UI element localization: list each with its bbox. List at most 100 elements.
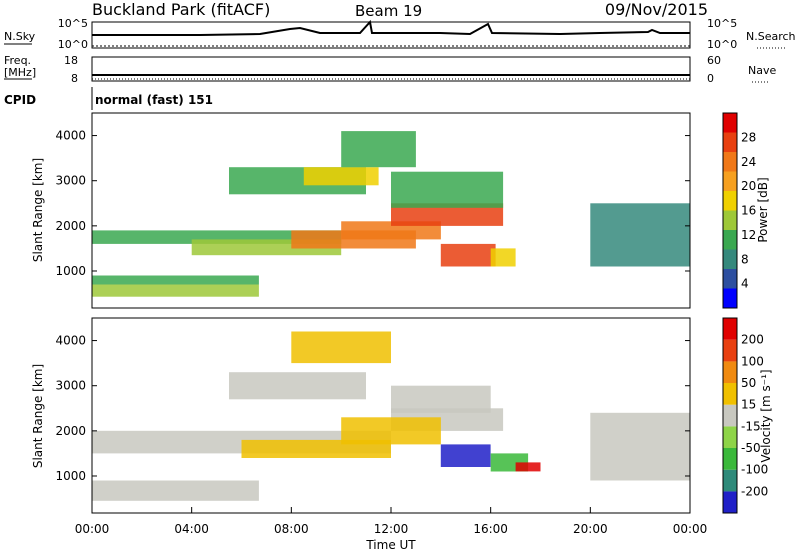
velocity-colorbar-tick-1: 100 <box>741 354 764 368</box>
velocity-y-ticks: 1000 2000 3000 4000 <box>55 334 690 483</box>
velocity-colorbar-tick-6: -100 <box>741 463 768 477</box>
frequency-panel: Freq. [MHz] 18 8 60 0 Nave <box>4 54 776 85</box>
power-ytick-label-2: 3000 <box>55 174 86 188</box>
power-ytick-label-0: 1000 <box>55 264 86 278</box>
power-region-0 <box>92 275 259 285</box>
power-colorbar-swatch-7 <box>723 152 737 172</box>
velocity-ytick-label-1: 2000 <box>55 424 86 438</box>
power-colorbar-tick-4: 20 <box>741 179 756 193</box>
power-ylabel: Slant Range [km] <box>31 158 45 262</box>
cpid-label: CPID <box>4 93 36 107</box>
velocity-region-2 <box>241 439 391 458</box>
power-region-1 <box>92 284 259 297</box>
velocity-colorbar-swatch-2 <box>723 448 737 470</box>
velocity-region-9 <box>291 331 391 364</box>
power-region-10 <box>303 167 379 186</box>
noise-right-label: N.Search <box>746 30 796 43</box>
velocity-region-7 <box>515 462 541 472</box>
velocity-region-0 <box>92 480 259 501</box>
power-colorbar-swatch-4 <box>723 210 737 230</box>
velocity-ytick-label-0: 1000 <box>55 469 86 483</box>
freq-left-tick-top: 18 <box>64 54 78 67</box>
velocity-data-regions <box>92 331 690 501</box>
power-colorbar-label: Power [dB] <box>756 177 770 242</box>
time-xtick-label-0: 00:00 <box>75 522 110 536</box>
power-colorbar-swatch-9 <box>723 113 737 133</box>
time-xtick-label-3: 12:00 <box>374 522 409 536</box>
velocity-colorbar-tick-5: -50 <box>741 441 761 455</box>
velocity-colorbar-tick-3: 15 <box>741 398 756 412</box>
power-colorbar-tick-5: 24 <box>741 155 756 169</box>
noise-left-tick-top: 10^5 <box>58 17 88 30</box>
power-colorbar-swatch-1 <box>723 269 737 289</box>
power-colorbar-swatch-6 <box>723 171 737 191</box>
power-colorbar-swatch-2 <box>723 249 737 269</box>
velocity-colorbar-swatch-3 <box>723 426 737 448</box>
power-colorbar-swatch-8 <box>723 132 737 152</box>
power-colorbar-swatch-0 <box>723 288 737 308</box>
power-colorbar-swatch-5 <box>723 191 737 211</box>
velocity-colorbar-label: Velocity [m s⁻¹] <box>759 369 773 462</box>
power-colorbar-tick-2: 12 <box>741 228 756 242</box>
velocity-ytick-label-3: 4000 <box>55 334 86 348</box>
time-xtick-label-5: 20:00 <box>573 522 608 536</box>
velocity-colorbar-swatch-8 <box>723 318 737 340</box>
noise-right-tick-top: 10^5 <box>707 17 737 30</box>
time-xtick-label-6: 00:00 <box>673 522 708 536</box>
date-label: 09/Nov/2015 <box>605 0 708 19</box>
freq-right-tick-top: 60 <box>707 54 721 67</box>
power-region-7 <box>440 243 496 267</box>
beam-label: Beam 19 <box>355 2 422 20</box>
velocity-region-4 <box>341 417 441 445</box>
noise-left-tick-bottom: 10^0 <box>58 38 88 51</box>
velocity-colorbar-tick-0: 200 <box>741 333 764 347</box>
time-xtick-label-2: 08:00 <box>274 522 309 536</box>
power-region-13 <box>590 203 690 267</box>
noise-sky-trace <box>92 19 690 36</box>
velocity-colorbar-swatch-4 <box>723 404 737 427</box>
power-region-11 <box>341 131 416 168</box>
power-ytick-label-1: 2000 <box>55 219 86 233</box>
velocity-panel: Slant Range [km] 1000 2000 3000 4000 200 100… <box>31 317 773 552</box>
station-title: Buckland Park (fitACF) <box>92 0 270 19</box>
velocity-colorbar: 200 100 50 15 -15 -50 -100 -200 <box>722 317 768 514</box>
power-colorbar-tick-0: 4 <box>741 277 749 291</box>
velocity-colorbar-tick-2: 50 <box>741 376 756 390</box>
power-colorbar-tick-3: 16 <box>741 204 756 218</box>
power-colorbar: 4 8 12 16 20 24 28 <box>722 112 756 309</box>
velocity-region-5 <box>440 444 491 467</box>
freq-label-top: Freq. <box>4 54 31 67</box>
noise-right-tick-bottom: 10^0 <box>707 38 737 51</box>
power-ytick-label-3: 4000 <box>55 129 86 143</box>
power-region-12 <box>391 171 504 208</box>
noise-left-label: N.Sky <box>4 30 36 43</box>
velocity-ylabel: Slant Range [km] <box>31 364 45 468</box>
power-colorbar-tick-6: 28 <box>741 130 756 144</box>
noise-panel: N.Sky 10^5 10^0 10^5 10^0 N.Search <box>4 17 796 51</box>
power-colorbar-swatch-3 <box>723 230 737 250</box>
velocity-colorbar-swatch-1 <box>723 469 737 492</box>
time-xlabel: Time UT <box>365 538 416 552</box>
velocity-colorbar-frame <box>722 317 738 514</box>
power-colorbar-frame <box>722 112 738 309</box>
freq-label-bottom: [MHz] <box>4 66 36 79</box>
velocity-region-8 <box>229 372 366 400</box>
velocity-colorbar-swatch-0 <box>723 491 737 513</box>
velocity-ytick-label-2: 3000 <box>55 379 86 393</box>
velocity-colorbar-tick-4: -15 <box>741 419 761 433</box>
power-colorbar-tick-1: 8 <box>741 252 749 266</box>
velocity-region-10 <box>391 385 491 413</box>
time-x-ticks: 00:00 04:00 08:00 12:00 16:00 20:00 00:00 <box>75 507 708 536</box>
time-xtick-label-1: 04:00 <box>174 522 209 536</box>
power-y-ticks: 1000 2000 3000 4000 <box>55 129 690 278</box>
velocity-colorbar-swatch-5 <box>723 383 737 405</box>
power-region-8 <box>490 248 516 267</box>
velocity-colorbar-swatch-7 <box>723 339 737 362</box>
freq-right-tick-bottom: 0 <box>707 72 714 85</box>
velocity-region-11 <box>590 412 690 481</box>
cpid-value: normal (fast) 151 <box>95 93 213 107</box>
power-panel: Slant Range [km] 1000 2000 3000 4000 4 8 12 16… <box>31 112 770 309</box>
time-xtick-label-4: 16:00 <box>473 522 508 536</box>
velocity-colorbar-tick-7: -200 <box>741 484 768 498</box>
